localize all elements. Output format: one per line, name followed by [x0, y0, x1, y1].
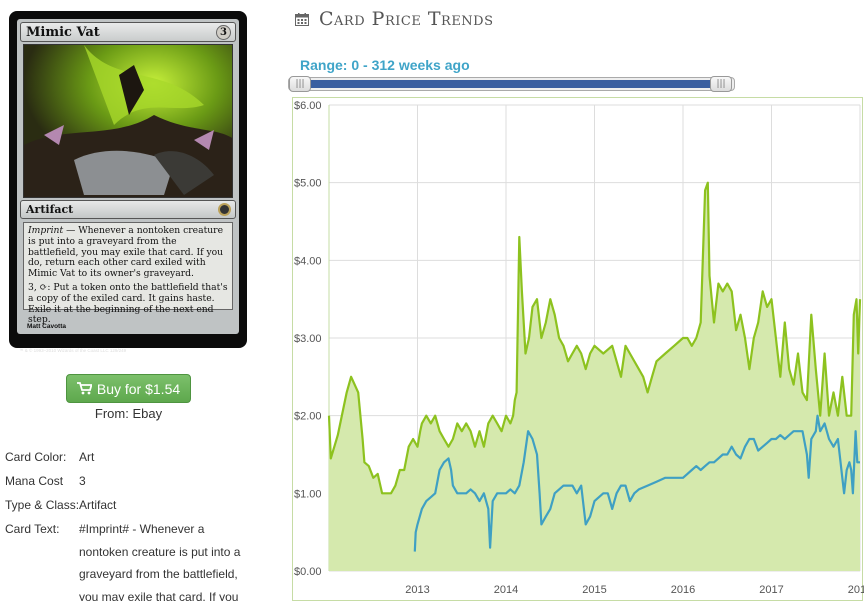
detail-value-mana: 3 — [79, 474, 86, 488]
x-tick-label: 2015 — [582, 584, 606, 596]
card-rules-box: Imprint — Whenever a nontoken creature i… — [23, 222, 233, 325]
x-tick-label: 2016 — [671, 584, 695, 596]
series-area-fill — [329, 182, 860, 571]
card-type-bar: Artifact — [20, 200, 236, 219]
x-tick-label: 2014 — [494, 584, 518, 596]
series-line-blue — [413, 414, 860, 552]
card-artist: Matt Cavotta — [27, 323, 67, 330]
card-name-bar: Mimic Vat 3 — [20, 22, 236, 42]
card-frame: Mimic Vat 3 — [17, 19, 239, 334]
card-copyright: ™ & © 1993–2010 Wizards of the Coast LLC… — [19, 348, 127, 353]
y-tick-label: $0.00 — [294, 566, 322, 578]
price-chart: $0.00 $1.00 $2.00 $3.00 $4.00 $5.00 $6.00 2013 2… — [292, 97, 864, 601]
y-tick-label: $4.00 — [294, 255, 322, 267]
set-symbol-icon — [218, 203, 231, 216]
calendar-icon — [295, 12, 309, 26]
detail-label-type: Type & Class: — [5, 498, 80, 512]
artwork-illustration — [24, 45, 232, 197]
seller-source: From: Ebay — [94, 406, 163, 421]
detail-value-text: #Imprint# - Whenever a nontoken creature… — [79, 522, 241, 601]
shopping-cart-icon — [76, 382, 92, 395]
y-tick-label: $6.00 — [294, 100, 322, 112]
card-rules-paragraph-1: Imprint — Whenever a nontoken creature i… — [28, 225, 228, 280]
detail-value-type: Artifact — [79, 498, 117, 512]
range-slider[interactable]: ||| ||| — [288, 76, 735, 92]
x-tick-label: 2017 — [759, 584, 783, 596]
y-tick-label: $1.00 — [294, 488, 322, 500]
card-rules-keyword: Imprint — [28, 225, 64, 236]
range-slider-handle-end[interactable]: ||| — [710, 76, 732, 92]
detail-label-mana: Mana Cost — [5, 474, 64, 488]
card-type-line: Artifact — [26, 203, 74, 216]
card-mana-symbol: 3 — [216, 25, 231, 40]
detail-label-text: Card Text: — [5, 522, 60, 536]
price-chart-svg: $0.00 $1.00 $2.00 $3.00 $4.00 $5.00 $6.00 2013 2… — [294, 100, 864, 596]
detail-label-color: Card Color: — [5, 450, 67, 464]
price-trends-title: Card Price Trends — [319, 8, 494, 30]
series-line-green — [327, 181, 862, 495]
card-rules-text-1: — Whenever a nontoken creature is put in… — [28, 225, 224, 280]
range-label: Range: 0 - 312 weeks ago — [300, 57, 470, 73]
x-tick-label: 2013 — [405, 584, 429, 596]
y-tick-label: $2.00 — [294, 411, 322, 423]
card-artwork — [23, 44, 233, 198]
card-image: Mimic Vat 3 — [9, 11, 247, 353]
range-slider-handle-start[interactable]: ||| — [289, 76, 311, 92]
range-slider-fill — [299, 80, 720, 88]
buy-button[interactable]: Buy for $1.54 — [66, 374, 191, 403]
y-tick-label: $3.00 — [294, 333, 322, 345]
buy-button-label: Buy for $1.54 — [96, 380, 181, 397]
x-tick-label: 2018 — [848, 584, 864, 596]
card-rules-text-2: 3, ⟳: Put a token onto the battlefield t… — [28, 281, 228, 326]
price-trends-header: Card Price Trends — [295, 8, 494, 30]
detail-value-color: Art — [79, 450, 95, 464]
y-tick-label: $5.00 — [294, 178, 322, 190]
card-name: Mimic Vat — [26, 25, 100, 40]
